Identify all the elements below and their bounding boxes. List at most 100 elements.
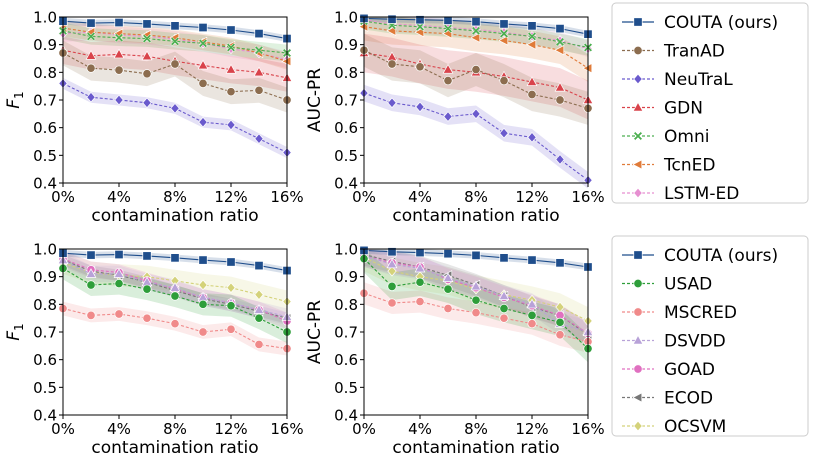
y-tick-label: 0.8 <box>334 296 358 314</box>
data-point <box>86 31 96 41</box>
data-point <box>443 111 453 122</box>
data-point <box>415 62 425 72</box>
data-point <box>415 22 425 32</box>
y-axis-label-main: F <box>4 99 24 109</box>
data-point <box>555 154 565 165</box>
legend-label: GOAD <box>664 360 715 380</box>
legend-marker <box>632 101 644 112</box>
data-point <box>198 299 208 309</box>
data-point <box>198 327 208 337</box>
legend-label: DSVDD <box>664 332 726 352</box>
data-point <box>198 78 208 88</box>
y-axis-label: AUC-PR <box>305 300 325 364</box>
legend-marker <box>633 45 643 56</box>
legend-label: TcnED <box>663 156 715 176</box>
x-tick-label: 12% <box>515 188 548 206</box>
x-tick-label: 16% <box>270 188 303 206</box>
data-point <box>170 319 180 329</box>
data-point <box>555 24 565 34</box>
x-tick-label: 12% <box>214 188 247 206</box>
subplot-3: 0.4 0.5 0.6 0.7 0.8 0.9 1.0 0% 4% 8% 12% 16% contami… <box>4 241 304 459</box>
x-tick-label: 4% <box>107 420 131 438</box>
y-tick-label: 0.5 <box>33 147 57 165</box>
data-point <box>170 102 180 114</box>
series-line <box>62 307 288 350</box>
data-point <box>387 298 397 308</box>
x-axis-label: contamination ratio <box>91 206 258 226</box>
data-point <box>170 253 180 263</box>
data-point <box>555 95 565 105</box>
x-tick-label: 8% <box>464 188 488 206</box>
y-tick-label: 0.8 <box>33 296 57 314</box>
data-point <box>527 255 537 265</box>
y-tick-label: 0.4 <box>33 175 57 193</box>
legend-frame <box>611 2 809 204</box>
x-tick-label: 16% <box>270 420 303 438</box>
data-point <box>499 29 509 39</box>
legend-label: MSCRED <box>664 303 737 323</box>
data-point <box>141 50 153 61</box>
y-tick-label: 0.9 <box>334 268 358 286</box>
data-point <box>114 33 124 43</box>
y-tick-label: 0.5 <box>33 379 57 397</box>
legend-marker <box>633 187 643 199</box>
legend-2: COUTA (ours) USAD MSCRED DSVDD GOAD ECOD OCSVM <box>611 235 809 437</box>
data-point <box>86 250 96 260</box>
data-point <box>415 15 425 25</box>
data-point <box>443 249 453 259</box>
data-point <box>498 290 510 300</box>
data-point <box>499 313 509 323</box>
x-tick-label: 16% <box>571 188 604 206</box>
data-point <box>254 85 264 95</box>
legend-marker <box>633 420 643 432</box>
data-point <box>113 268 125 278</box>
data-point <box>527 310 537 320</box>
data-point <box>442 272 454 282</box>
legend-label: GDN <box>664 99 703 119</box>
y-tick-label: 0.7 <box>334 92 358 110</box>
data-point <box>198 279 208 291</box>
legend-label: TranAD <box>663 42 725 62</box>
x-tick-label: 16% <box>571 420 604 438</box>
y-tick-label: 1.0 <box>33 241 57 259</box>
data-point <box>226 282 236 294</box>
data-point <box>254 29 264 39</box>
subplot-1: 0.4 0.5 0.6 0.7 0.8 0.9 1.0 0% 4% 8% 12% 16% contami… <box>4 9 304 227</box>
y-tick-label: 1.0 <box>334 9 358 27</box>
data-point <box>582 63 593 74</box>
x-tick-label: 4% <box>107 188 131 206</box>
data-point <box>114 94 124 106</box>
legend-marker <box>633 17 643 27</box>
legend-marker <box>632 334 644 345</box>
data-point <box>142 284 152 294</box>
series-line <box>363 52 589 101</box>
data-point <box>527 21 537 31</box>
data-point <box>254 45 264 55</box>
data-point <box>527 31 537 41</box>
x-tick-label: 0% <box>352 188 376 206</box>
x-tick-label: 0% <box>51 420 75 438</box>
data-point <box>142 251 152 261</box>
data-point <box>470 32 481 43</box>
data-point <box>197 59 209 70</box>
legend-marker <box>633 131 643 141</box>
series-line <box>363 292 589 343</box>
data-point <box>527 319 537 329</box>
data-point <box>170 59 180 69</box>
data-point <box>471 250 481 260</box>
y-tick-label: 0.4 <box>334 407 358 425</box>
data-point <box>471 26 481 36</box>
data-point <box>142 34 152 44</box>
data-point <box>471 108 481 120</box>
data-point <box>443 15 453 25</box>
data-point <box>142 19 152 29</box>
legend-label: LSTM-ED <box>664 184 739 204</box>
data-point <box>527 89 537 100</box>
y-axis-label: F1 <box>4 91 26 108</box>
data-point <box>170 21 180 31</box>
data-point <box>499 76 509 86</box>
y-tick-label: 0.6 <box>334 351 358 369</box>
data-point <box>114 309 124 319</box>
data-point <box>114 17 124 28</box>
data-point <box>86 91 96 103</box>
